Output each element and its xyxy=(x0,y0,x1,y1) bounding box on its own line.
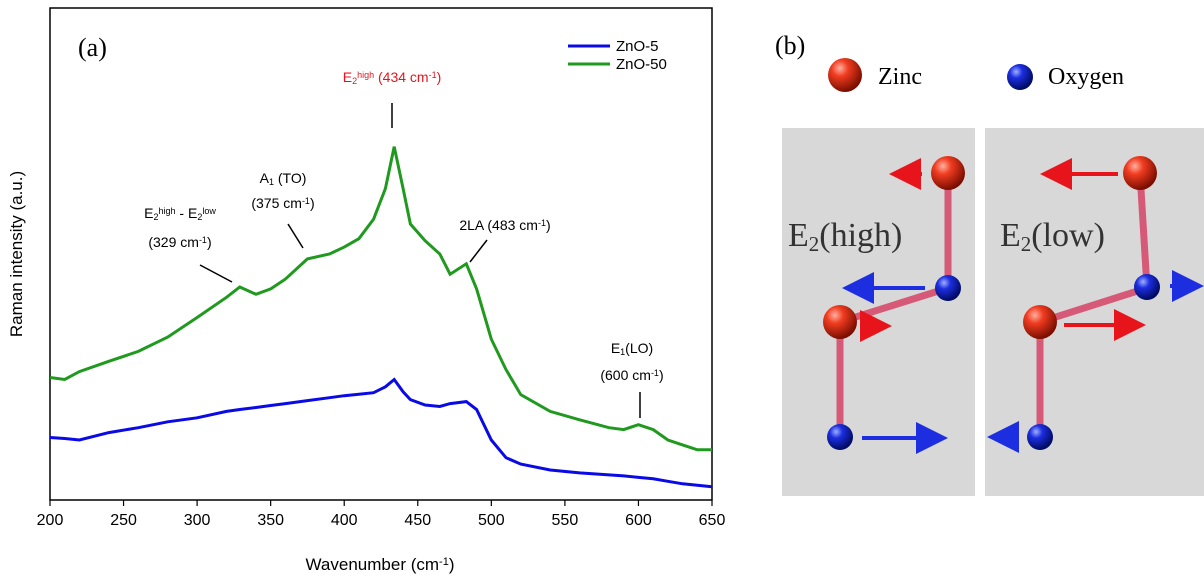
x-tick-label: 300 xyxy=(184,512,211,529)
text-part: (TO) xyxy=(274,170,306,186)
annotation-pointer xyxy=(469,239,488,263)
x-tick-label: 250 xyxy=(110,512,137,529)
text-part: 2 xyxy=(809,232,820,256)
y-axis-label: Raman intensity (a.u.) xyxy=(7,171,26,337)
text-part: 2 xyxy=(352,76,357,86)
text-part: ) xyxy=(437,69,442,85)
text-part: -1 xyxy=(199,235,207,245)
text-part: -1 xyxy=(439,556,449,568)
mode-panel xyxy=(985,128,1204,496)
text-part: 1 xyxy=(269,177,274,187)
x-axis-label: Wavenumber (cm-1) xyxy=(306,555,455,574)
text-part: ) xyxy=(310,195,315,211)
text-part: -1 xyxy=(651,368,659,378)
series-line xyxy=(49,377,713,489)
legend-label: ZnO-50 xyxy=(616,56,667,73)
text-part: 2 xyxy=(197,212,202,222)
text-part: E xyxy=(611,340,620,356)
text-part: 2 xyxy=(1021,232,1032,256)
text-part: E xyxy=(1000,217,1021,254)
panel-label: (b) xyxy=(775,31,805,60)
mode-label: E2(low) xyxy=(1000,217,1105,256)
text-part: Wavenumber (cm xyxy=(306,555,440,574)
text-part: high xyxy=(357,70,374,80)
atoms xyxy=(823,156,1160,450)
legend-label: Zinc xyxy=(878,64,922,90)
annotation: (329 cm-1) xyxy=(148,234,211,250)
x-tick-label: 350 xyxy=(257,512,284,529)
diagram: (b) Zinc Oxygen E2(high) E2(low) xyxy=(775,31,1204,496)
oxygen-icon xyxy=(1007,64,1033,90)
text-part: E xyxy=(788,217,809,254)
text-part: ) xyxy=(449,555,455,574)
annotation: E2high - E2low xyxy=(144,205,216,222)
x-tick-label: 400 xyxy=(331,512,358,529)
text-part: 2LA (483 cm xyxy=(459,217,538,233)
text-part: ) xyxy=(546,217,551,233)
text-part: (434 cm xyxy=(374,69,428,85)
legend-label: Oxygen xyxy=(1048,64,1124,90)
annotation-pointer xyxy=(199,264,233,283)
text-part: (375 cm xyxy=(251,195,302,211)
text-part: -1 xyxy=(429,70,437,80)
annotation: (600 cm-1) xyxy=(600,367,663,383)
bonds xyxy=(836,172,1151,437)
mode-label: E2(high) xyxy=(788,217,902,256)
text-part: ) xyxy=(659,367,664,383)
text-part: E xyxy=(144,205,153,221)
zinc-icon xyxy=(828,58,862,92)
text-part: high xyxy=(159,206,176,216)
annotation: E1(LO) xyxy=(611,340,653,357)
text-part: (low) xyxy=(1031,217,1105,254)
x-tick-label: 650 xyxy=(699,512,726,529)
annotation-pointer xyxy=(287,223,304,249)
text-part: (high) xyxy=(819,217,902,254)
annotation: A1 (TO) xyxy=(260,170,307,187)
text-part: (LO) xyxy=(625,340,653,356)
legend-label: ZnO-5 xyxy=(616,38,659,55)
x-tick-label: 200 xyxy=(37,512,64,529)
text-part: E xyxy=(343,69,352,85)
text-part: 1 xyxy=(620,347,625,357)
text-part: ) xyxy=(207,234,212,250)
annotation: E2high (434 cm-1) xyxy=(343,69,442,86)
plot-frame xyxy=(49,7,713,501)
annotation: (375 cm-1) xyxy=(251,195,314,211)
x-tick-label: 550 xyxy=(552,512,579,529)
text-part: -1 xyxy=(302,196,310,206)
text-part: -1 xyxy=(538,218,546,228)
text-part: low xyxy=(202,206,216,216)
text-part: (600 cm xyxy=(600,367,651,383)
text-part: (329 cm xyxy=(148,234,199,250)
text-part: - E xyxy=(176,205,198,221)
x-tick-label: 500 xyxy=(478,512,505,529)
arrows xyxy=(842,158,1204,454)
panel-label: (a) xyxy=(78,33,107,62)
annotation: 2LA (483 cm-1) xyxy=(459,217,550,233)
text-part: A xyxy=(260,170,270,186)
text-part: 2 xyxy=(154,212,159,222)
series-line xyxy=(49,146,712,452)
x-tick-label: 450 xyxy=(404,512,431,529)
x-tick-label: 600 xyxy=(625,512,652,529)
